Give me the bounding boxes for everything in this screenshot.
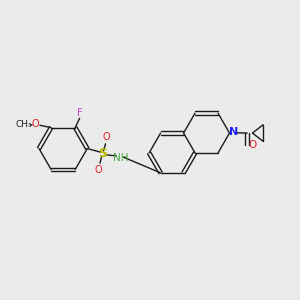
Text: S: S [98,147,107,160]
Text: O: O [95,165,102,175]
Text: O: O [102,132,110,142]
Text: NH: NH [113,153,129,163]
Text: O: O [248,140,256,150]
Text: CH₃: CH₃ [16,120,32,129]
Text: O: O [32,119,39,129]
Text: F: F [77,108,83,118]
Text: N: N [229,127,238,137]
